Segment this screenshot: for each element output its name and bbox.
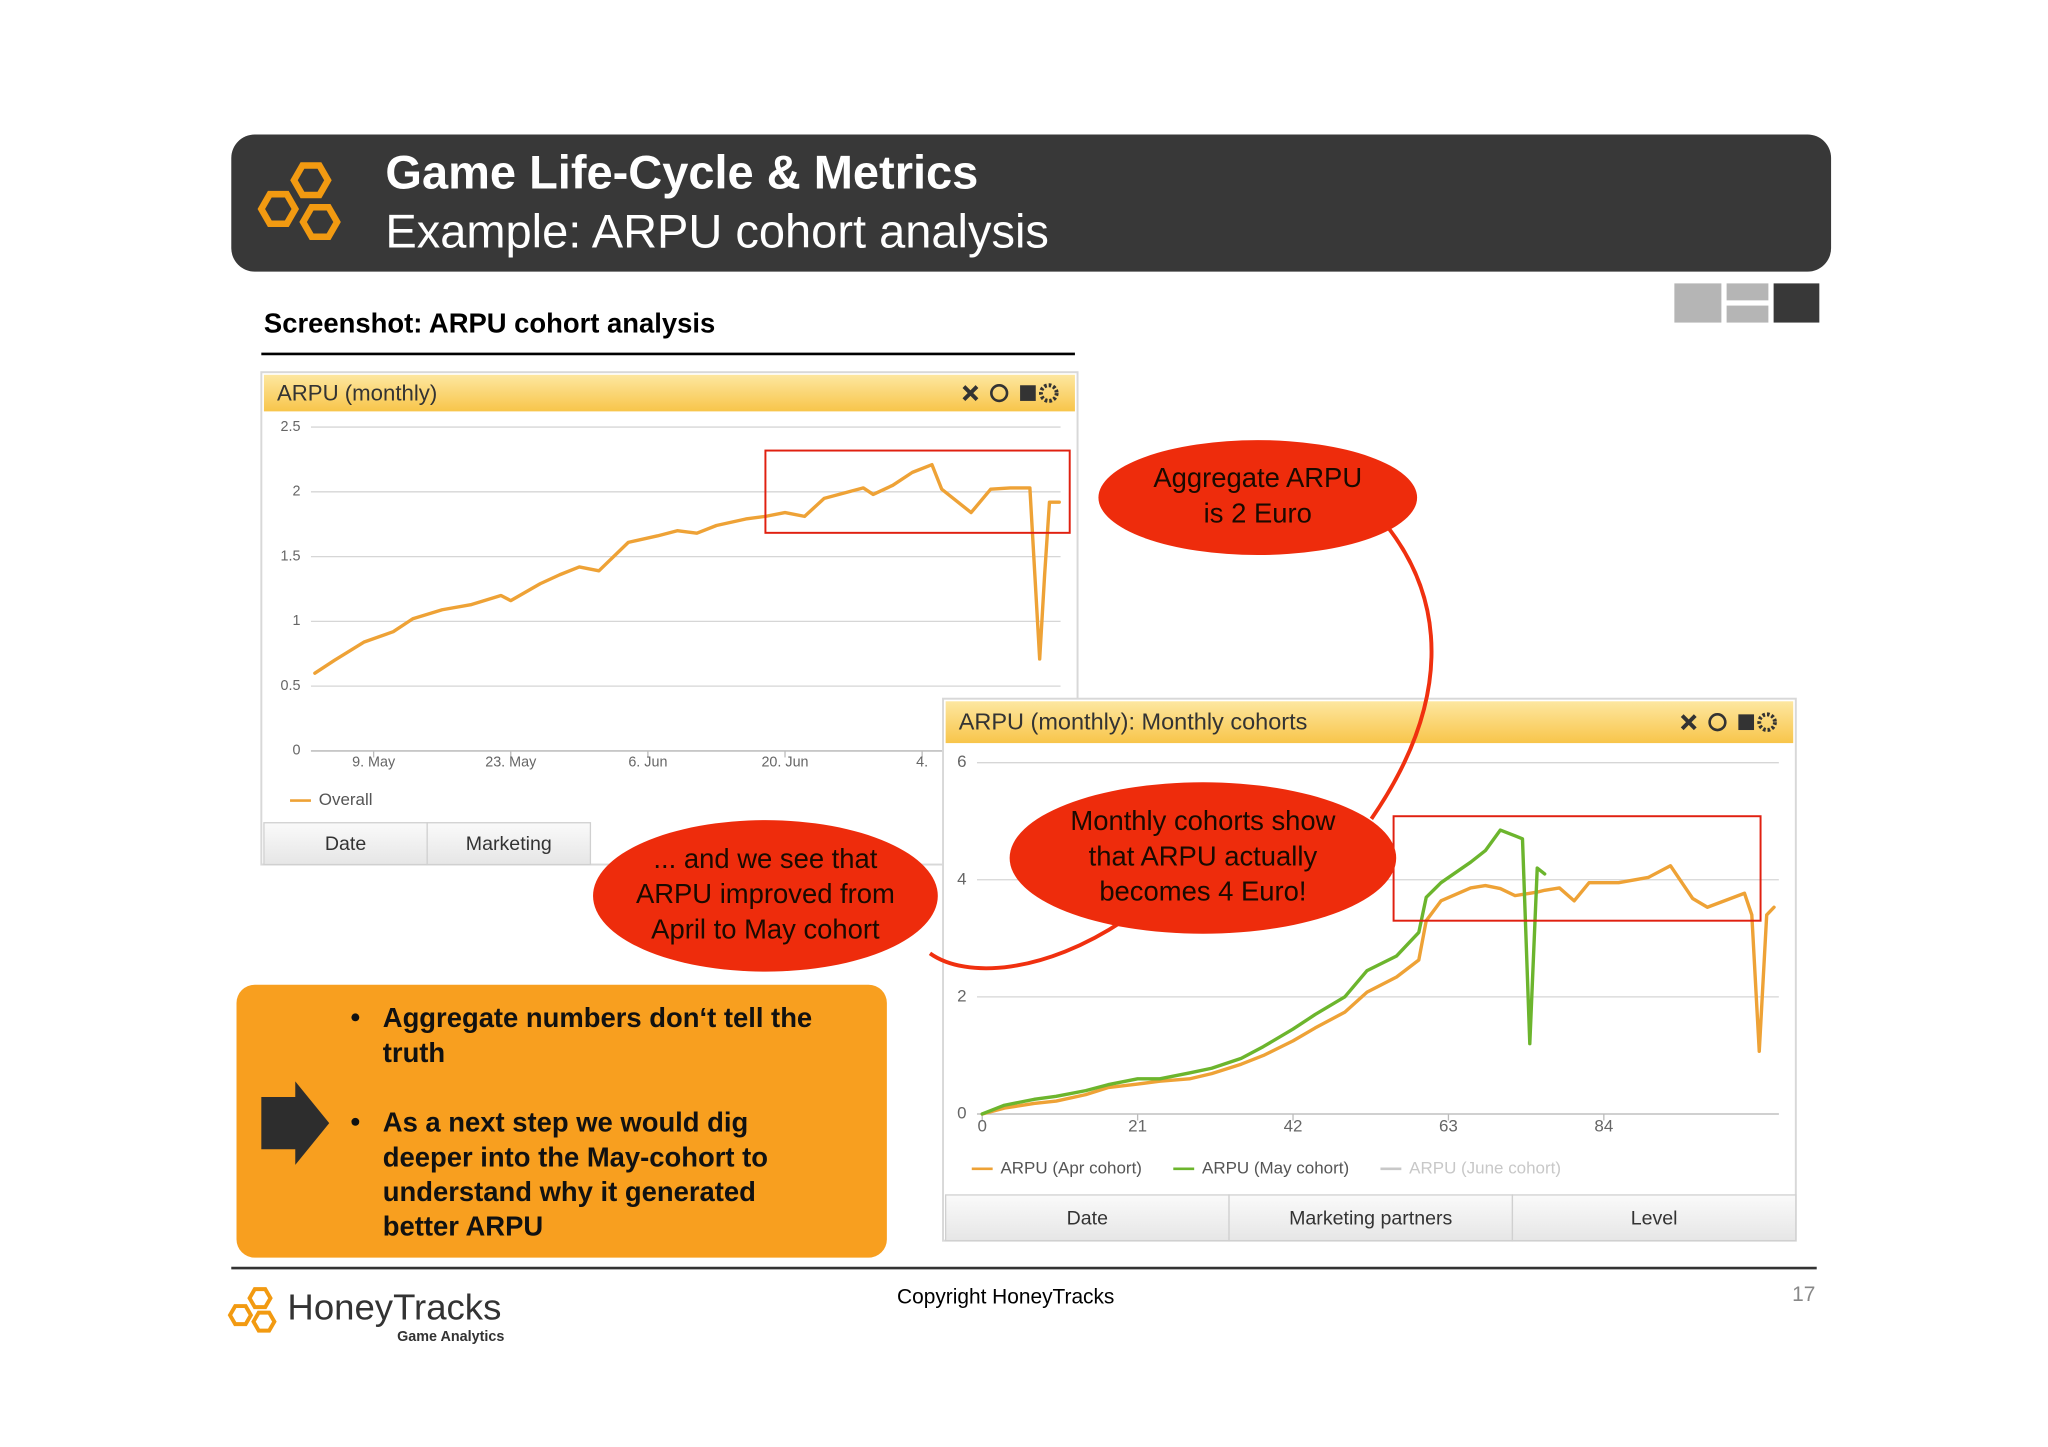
chart-title: ARPU (monthly): Monthly cohorts [959,709,1308,735]
settings-icon[interactable] [1039,383,1059,403]
y-tick-label: 6 [957,752,966,771]
panel [260,371,1079,866]
bullet-line: better ARPU [383,1211,543,1242]
layout-icon [1674,283,1722,323]
callout-text: Aggregate ARPU is 2 Euro Monthly cohorts s… [636,462,1362,944]
tab-label: Marketing [466,833,552,855]
x-tick-label: 63 [1439,1117,1458,1136]
callout [1098,440,1418,556]
x-tick-label: 23. May [485,754,537,770]
bullet-line: understand why it generated [383,1176,756,1207]
y-tick-label: 1 [293,613,301,629]
save-icon[interactable] [1738,714,1755,731]
tab-label: Date [325,833,366,855]
y-tick-label: 4 [957,869,966,888]
callout-line: Monthly cohorts show [1070,805,1335,836]
page-number: 17 [1792,1283,1815,1306]
x-tick-label: 84 [1594,1117,1613,1136]
y-tick-label: 0 [957,1103,966,1122]
x-tick-label: 20. Jun [761,754,808,770]
y-tick-label: 1.5 [281,548,301,564]
save-icon[interactable] [1020,385,1036,401]
bullet-list: Aggregate numbers don‘t tell the truth As … [351,1002,812,1242]
layout-icon [1726,305,1769,323]
x-tick-label: 4. [916,754,928,770]
panel-header [263,374,1075,412]
bullet-dot [351,1117,360,1126]
help-icon[interactable] [1708,713,1727,732]
close-icon[interactable] [1680,714,1697,731]
highlight-box [764,449,1071,534]
tab[interactable] [426,822,592,866]
x-tick-label: 9. May [352,754,396,770]
logo [227,1287,277,1333]
y-tick-label: 2.5 [281,419,301,435]
y-tick-label: 0.5 [281,678,301,694]
callout-line: becomes 4 Euro! [1099,876,1306,907]
bullet-line: As a next step we would dig [383,1107,748,1138]
callout-line: April to May cohort [651,913,880,944]
x-tick-label: 21 [1128,1117,1147,1136]
settings-icon[interactable] [1757,712,1777,732]
legend-label[interactable]: ARPU (May cohort) [1202,1158,1349,1177]
y-tick-label: 2 [957,986,966,1005]
connector [928,919,1125,971]
brand: HoneyTracks [287,1287,501,1328]
hexagon [247,1287,273,1310]
hexagon [251,1310,277,1333]
legend-label[interactable]: ARPU (June cohort) [1409,1158,1561,1177]
hexagon [257,190,300,227]
tab[interactable] [263,822,428,866]
line-series [980,864,1776,1116]
line-series [980,828,1547,1116]
bullet-line: truth [383,1037,445,1068]
hexagon [299,203,341,241]
takeaway-box [236,984,887,1258]
layout-icon [1726,283,1769,301]
layout-icon [1773,283,1820,323]
hexagon [290,162,332,199]
y-tick-label: 2 [293,484,301,500]
callout [593,820,938,972]
section-title: Screenshot: ARPU cohort analysis [264,307,715,338]
bullet-line: Aggregate numbers don‘t tell the [383,1002,812,1033]
arrow-icon [261,1081,330,1165]
x-tick-label: 6. Jun [628,754,667,770]
bullet-dot [351,1013,360,1022]
y-tick-label: 0 [293,743,301,759]
chart-panel: ARPU (monthly) 0 0.5 1 1.5 2 2.5 9. May 23. May 6… [260,371,1079,866]
bullet-line: deeper into the May-cohort to [383,1141,768,1172]
tab-label: Date [1067,1207,1108,1229]
logo [257,162,341,241]
tab[interactable] [1511,1194,1797,1242]
tab[interactable] [1228,1194,1514,1242]
x-tick-label: 42 [1284,1117,1303,1136]
title: Game Life-Cycle & Metrics [385,146,978,199]
legend-label[interactable]: ARPU (Apr cohort) [1000,1158,1141,1177]
tab-label: Level [1631,1207,1678,1229]
tagline: Game Analytics [397,1329,504,1345]
header-bar [231,134,1832,272]
callout [1009,782,1397,934]
subtitle: Example: ARPU cohort analysis [385,204,1049,257]
tab[interactable] [944,1194,1230,1242]
callout-line: Aggregate ARPU [1153,462,1362,493]
callout-line: ... and we see that [653,843,877,874]
help-icon[interactable] [990,383,1009,403]
panel-header [945,701,1794,744]
tab-label: Marketing partners [1289,1207,1452,1229]
x-tick-label: 0 [977,1117,986,1136]
callout-line: ARPU improved from [636,878,895,909]
callout-line: is 2 Euro [1204,497,1312,528]
callout-line: that ARPU actually [1089,840,1318,871]
chart-title: ARPU (monthly) [277,380,437,405]
connector [1369,518,1434,820]
hexagon [227,1304,254,1327]
chart-panel: ARPU (monthly): Monthly cohorts 0 2 4 6 0 21 42… [942,697,1797,1242]
copyright: Copyright HoneyTracks [897,1286,1114,1309]
close-icon[interactable] [962,385,979,402]
legend-label[interactable]: Overall [319,790,373,809]
